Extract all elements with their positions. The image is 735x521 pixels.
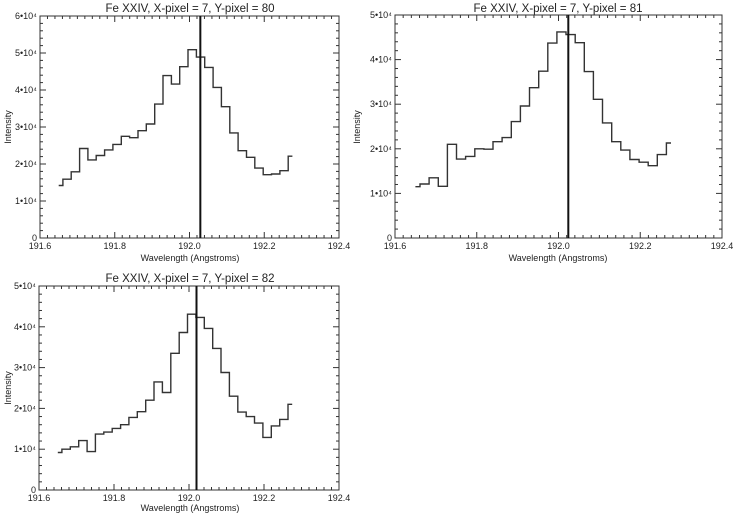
y-tick-label: 2•10⁴ [15,159,37,169]
y-tick-label: 0 [31,485,36,495]
panel-title: Fe XXIV, X-pixel = 7, Y-pixel = 80 [106,3,275,15]
x-tick-label: 192.2 [629,241,652,251]
y-tick-label: 2•10⁴ [370,144,392,154]
x-tick-label: 191.8 [465,241,488,251]
y-tick-label: 0 [32,233,37,243]
y-tick-label: 4•10⁴ [370,55,392,65]
x-tick-label: 192.0 [547,241,570,251]
y-tick-label: 1•10⁴ [370,188,392,198]
y-tick-label: 2•10⁴ [14,403,36,413]
y-axis-label: Intensity [3,110,13,144]
y-tick-label: 5•10⁴ [370,10,392,20]
intensity-step-line [58,314,292,452]
x-tick-label: 192.4 [328,241,351,251]
y-tick-label: 5•10⁴ [15,48,37,58]
panel-y81: Fe XXIV, X-pixel = 7, Y-pixel = 81 Wavel… [352,3,733,263]
panel-y82: Fe XXIV, X-pixel = 7, Y-pixel = 82 Wavel… [3,273,350,513]
x-tick-label: 191.8 [103,241,126,251]
x-tick-label: 192.4 [328,493,351,503]
y-tick-label: 6•10⁴ [15,11,37,21]
x-axis-label: Wavelength (Angstroms) [141,503,240,513]
x-tick-label: 191.8 [103,493,126,503]
y-tick-label: 4•10⁴ [14,322,36,332]
x-tick-label: 192.4 [711,241,734,251]
x-tick-label: 192.0 [178,241,201,251]
y-tick-label: 3•10⁴ [14,363,36,373]
x-tick-label: 192.0 [178,493,201,503]
x-tick-label: 192.2 [253,241,276,251]
plot-frame [39,286,339,490]
y-tick-label: 0 [387,233,392,243]
panel-title: Fe XXIV, X-pixel = 7, Y-pixel = 81 [474,3,643,15]
x-tick-label: 192.2 [253,493,276,503]
y-tick-label: 1•10⁴ [14,444,36,454]
y-tick-label: 3•10⁴ [370,99,392,109]
y-tick-label: 4•10⁴ [15,85,37,95]
y-tick-label: 3•10⁴ [15,122,37,132]
y-axis-label: Intensity [352,110,362,144]
y-axis-label: Intensity [3,371,13,405]
panel-y80: Fe XXIV, X-pixel = 7, Y-pixel = 80 Wavel… [3,3,350,263]
y-tick-label: 5•10⁴ [14,281,36,291]
intensity-step-line [415,32,671,187]
panel-title: Fe XXIV, X-pixel = 7, Y-pixel = 82 [106,273,275,285]
y-tick-label: 1•10⁴ [15,196,37,206]
x-axis-label: Wavelength (Angstroms) [509,253,608,263]
x-axis-label: Wavelength (Angstroms) [141,253,240,263]
plot-frame [395,15,722,238]
intensity-step-line [59,50,293,186]
